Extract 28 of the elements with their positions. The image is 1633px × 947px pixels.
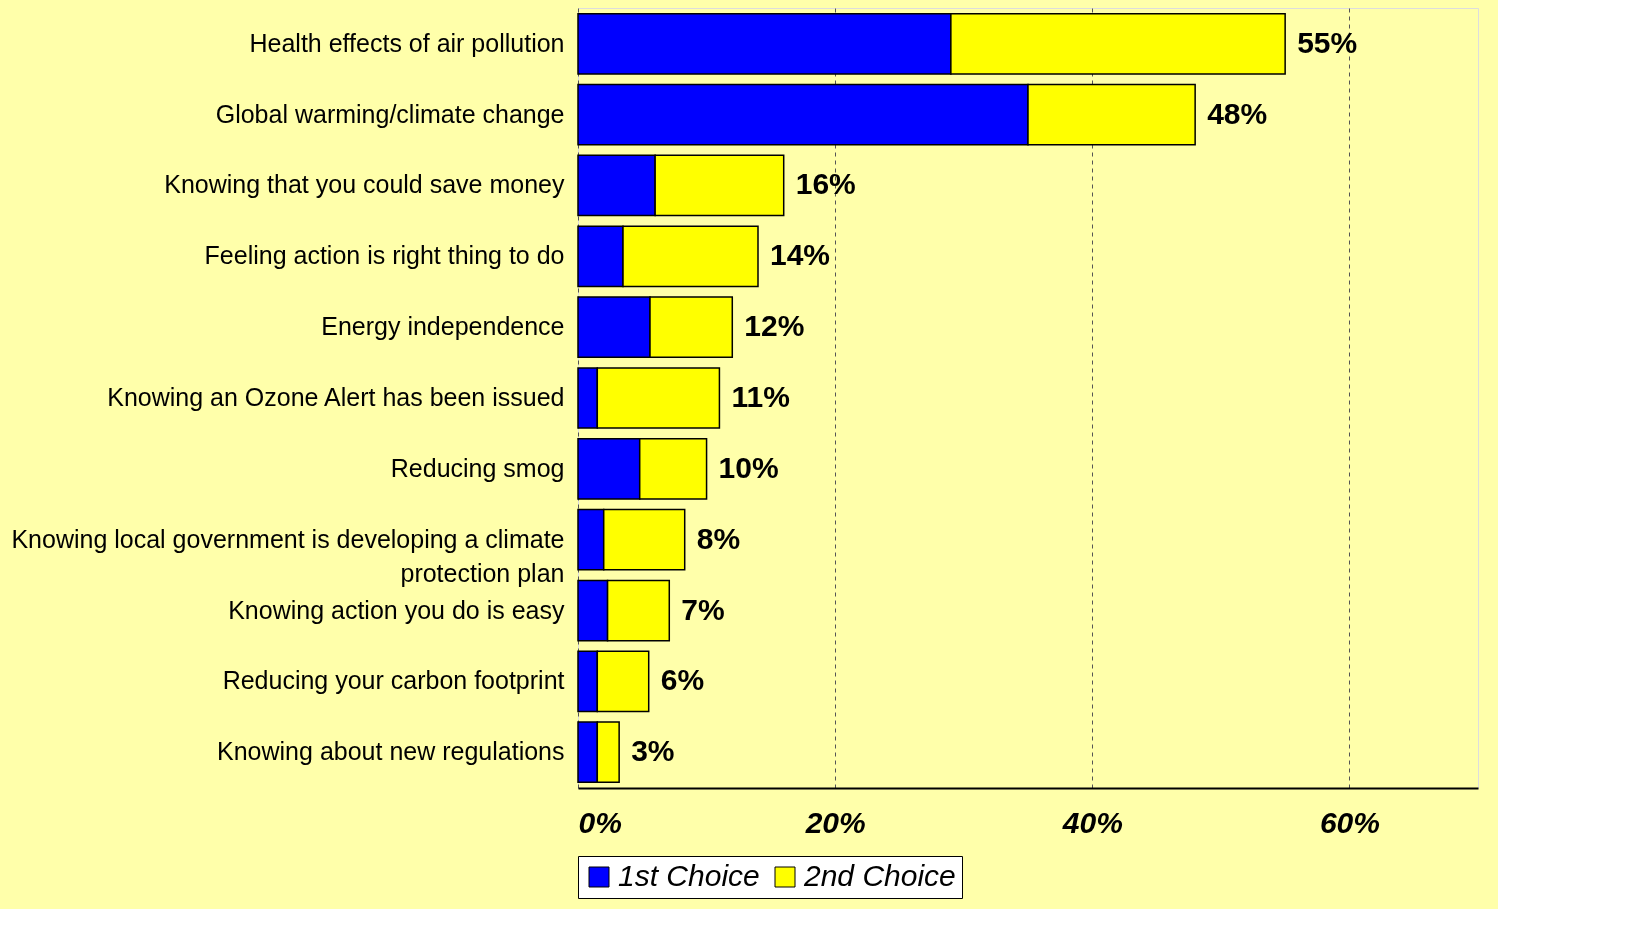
y-tick-label: Global warming/climate change: [215, 99, 565, 128]
total-label: 12%: [744, 309, 805, 343]
y-tick-label: Reducing your carbon footprint: [222, 666, 565, 695]
y-tick-label: Knowing that you could save money: [164, 170, 565, 199]
y-tick-label: Knowing action you do is easy: [228, 595, 565, 624]
y-tick-label: Feeling action is right thing to do: [204, 241, 565, 270]
x-tick-label: 60%: [1319, 805, 1380, 839]
total-label: 10%: [718, 450, 779, 484]
y-tick-label: Health effects of air pollution: [249, 28, 565, 57]
legend-label: 2nd Choice: [803, 859, 956, 892]
total-label: 7%: [681, 592, 725, 626]
total-label: 6%: [660, 663, 705, 697]
y-tick-label: Reducing smog: [390, 453, 565, 482]
total-label: 48%: [1207, 96, 1268, 130]
total-label: 14%: [770, 238, 831, 272]
y-tick-label: Knowing an Ozone Alert has been issued: [107, 383, 565, 411]
x-tick-label: 20%: [804, 805, 866, 839]
total-label: 11%: [731, 380, 790, 413]
legend-label: 1st Choice: [618, 859, 760, 892]
y-tick-label: Knowing about new regulations: [217, 737, 565, 766]
total-label: 8%: [696, 521, 741, 555]
y-tick-label: Knowing local government is developing a climate protection plan: [11, 524, 565, 587]
y-tick-label: Energy independence: [321, 312, 565, 341]
total-label: 3%: [631, 734, 675, 768]
x-tick-label: 40%: [1061, 805, 1123, 839]
total-label: 16%: [795, 167, 856, 201]
total-label: 55%: [1297, 25, 1358, 59]
x-tick-label: 0%: [578, 805, 622, 839]
